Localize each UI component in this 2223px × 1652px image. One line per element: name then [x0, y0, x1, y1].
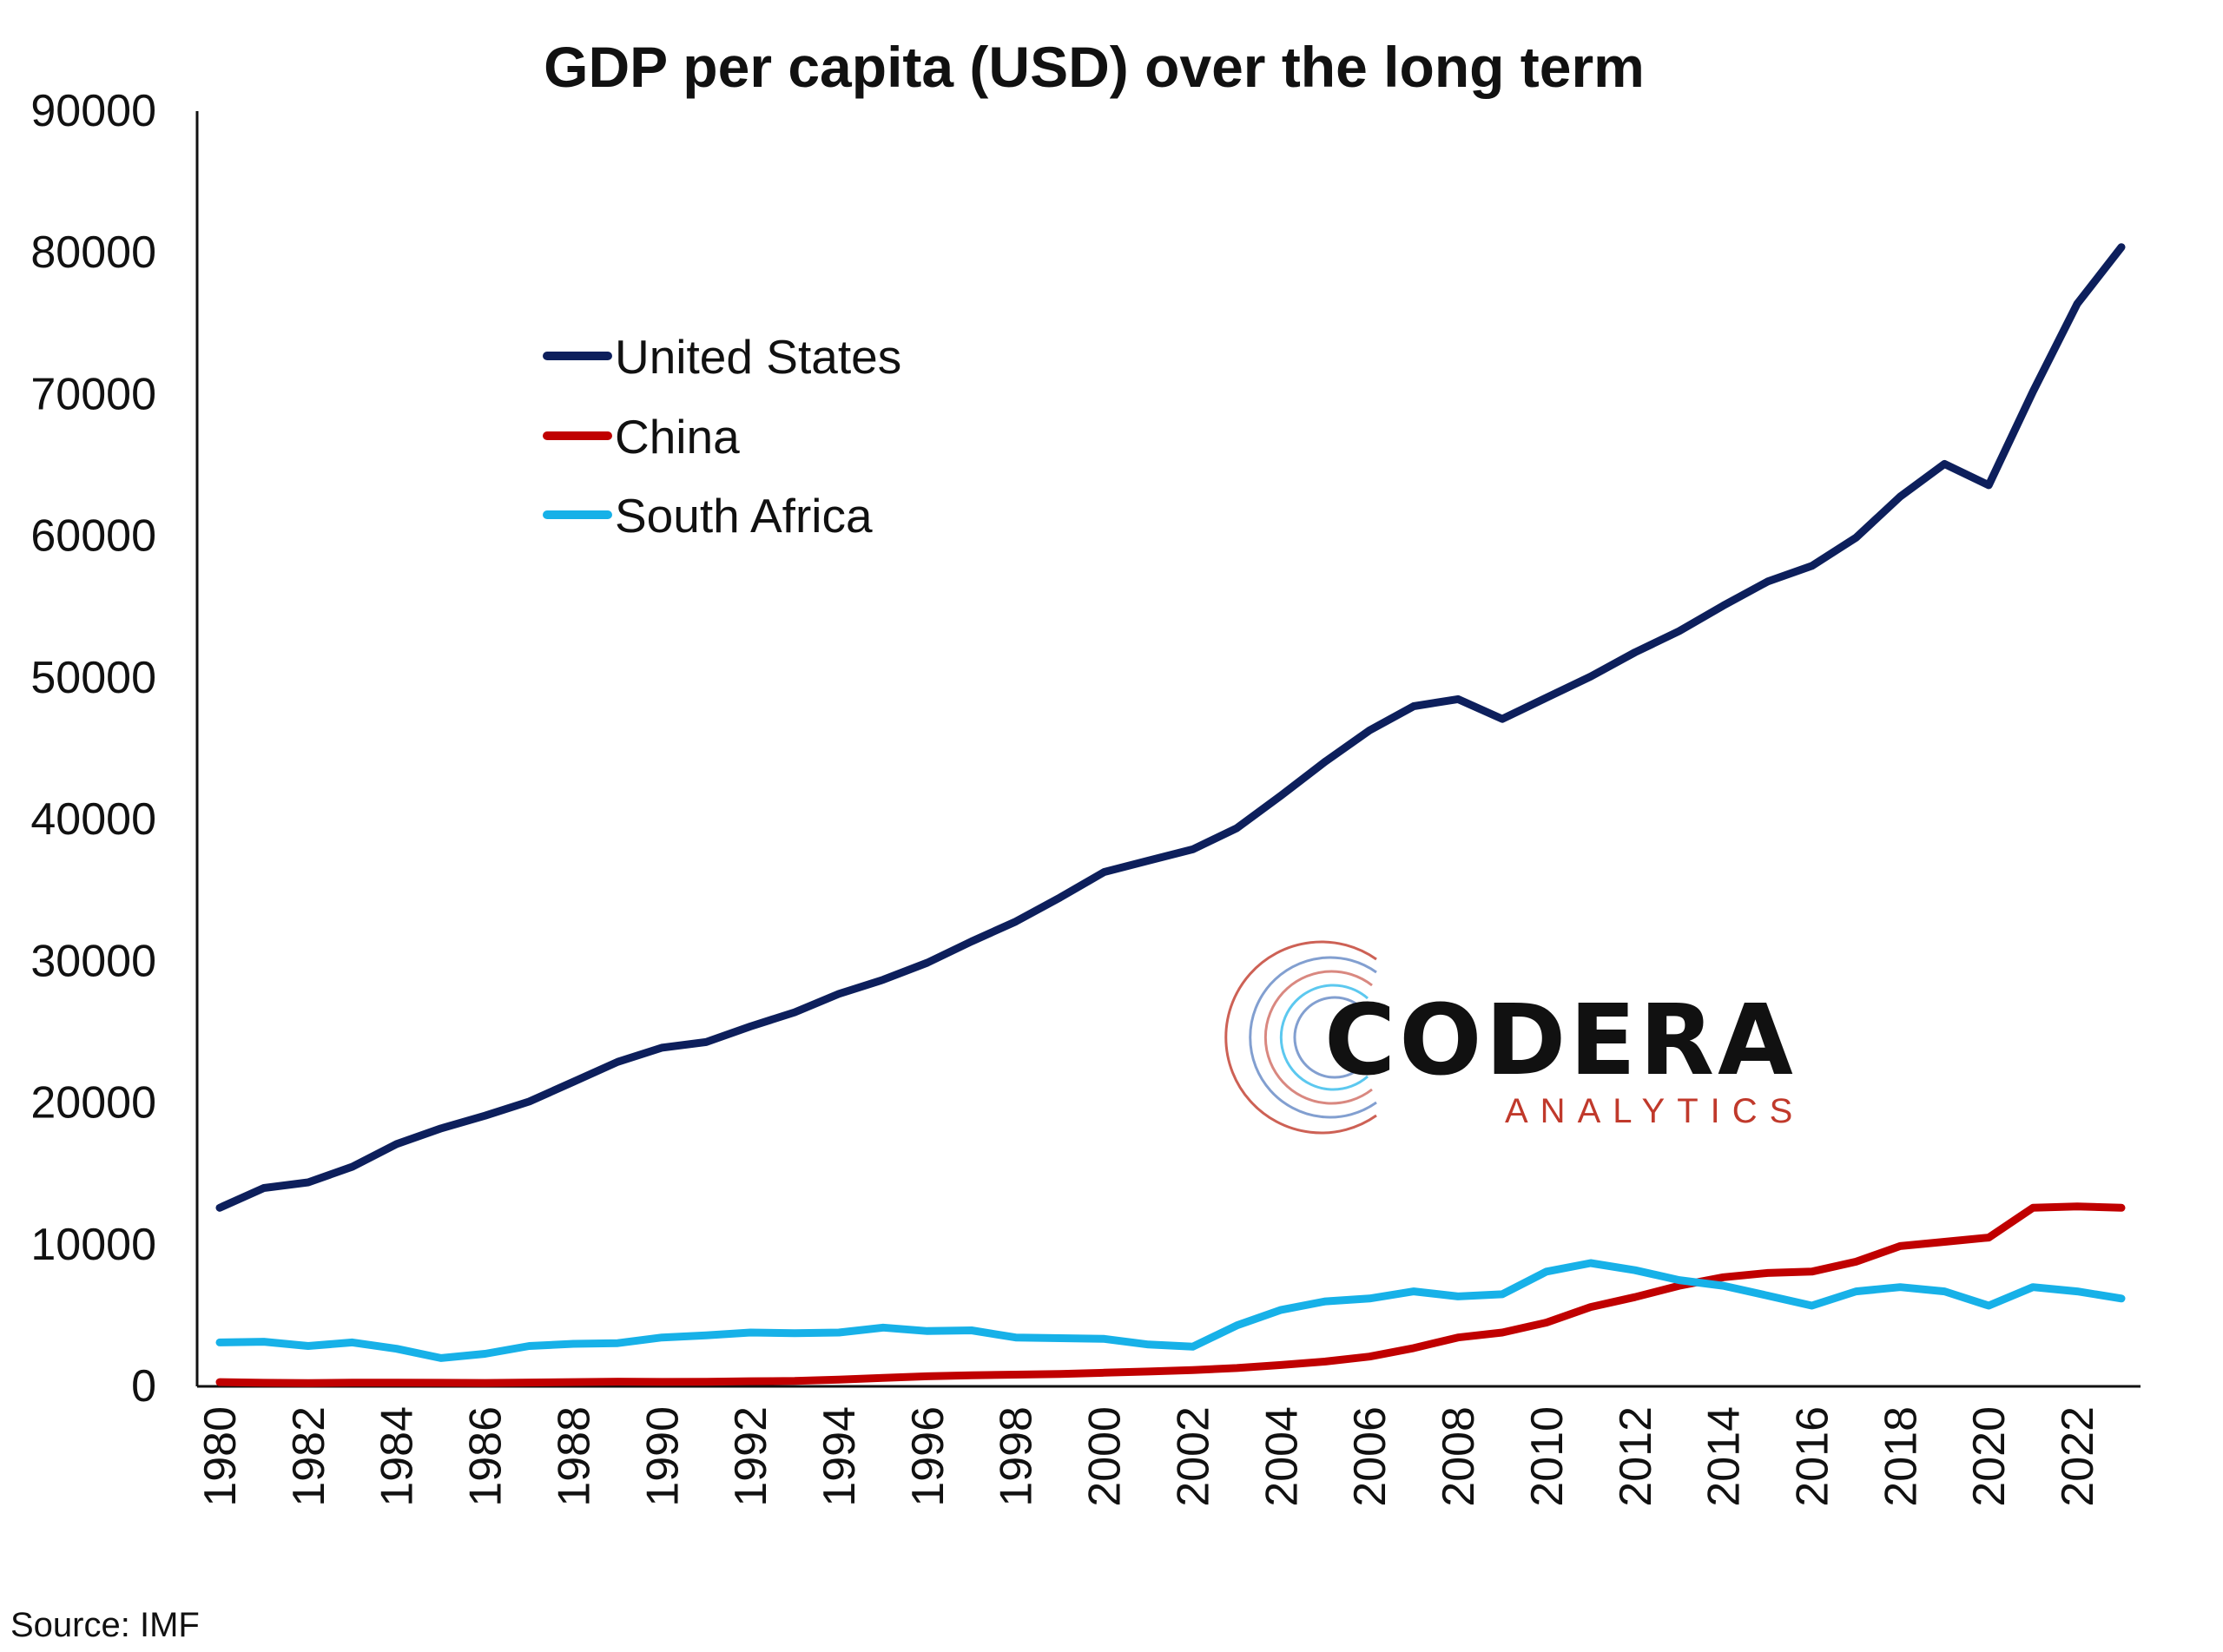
y-tick-label: 40000 — [30, 794, 156, 845]
y-tick-label: 30000 — [30, 936, 156, 986]
series-line-south-africa — [215, 1259, 2126, 1362]
x-tick-label: 1984 — [373, 1406, 423, 1507]
y-tick-labels: 0 10000 20000 30000 40000 50000 60000 70000 8000… — [30, 86, 156, 1412]
source-note: Source: IMF — [10, 1606, 200, 1644]
y-tick-label: 10000 — [30, 1220, 156, 1270]
x-tick-label: 2002 — [1168, 1406, 1218, 1507]
chart-title: GDP per capita (USD) over the long term — [544, 35, 1645, 99]
x-tick-label: 2022 — [2053, 1406, 2103, 1507]
legend-label-south-africa: South Africa — [615, 489, 873, 543]
logo-subtitle: ANALYTICS — [1505, 1092, 1804, 1130]
legend: United States China South Africa — [543, 330, 901, 543]
series-lines — [215, 243, 2126, 1387]
y-tick-label: 50000 — [30, 653, 156, 703]
x-tick-label: 2016 — [1787, 1406, 1837, 1507]
x-tick-label: 2008 — [1434, 1406, 1484, 1507]
x-tick-label: 2004 — [1257, 1406, 1307, 1507]
x-tick-label: 1998 — [992, 1406, 1042, 1507]
x-tick-label: 2020 — [1964, 1406, 2015, 1507]
y-tick-label: 0 — [131, 1361, 156, 1412]
codera-logo-mark-icon — [1224, 940, 1377, 1135]
x-tick-label: 1988 — [549, 1406, 599, 1507]
y-tick-label: 70000 — [30, 369, 156, 419]
x-tick-label: 1986 — [461, 1406, 511, 1507]
x-tick-labels: 1980 1982 1984 1986 1988 1990 1992 1994 1996 1998… — [195, 1406, 2103, 1507]
x-tick-label: 1994 — [815, 1406, 865, 1507]
legend-label-united-states: United States — [615, 330, 901, 384]
x-tick-label: 2006 — [1345, 1406, 1395, 1507]
legend-label-china: China — [615, 410, 740, 464]
x-tick-label: 1992 — [726, 1406, 776, 1507]
x-tick-label: 1990 — [637, 1406, 688, 1507]
x-tick-label: 1980 — [195, 1406, 246, 1507]
x-tick-label: 2012 — [1611, 1406, 1661, 1507]
x-tick-label: 2010 — [1522, 1406, 1573, 1507]
x-tick-label: 1996 — [903, 1406, 953, 1507]
x-tick-label: 2000 — [1080, 1406, 1131, 1507]
logo-wordmark: CODERA — [1324, 984, 1797, 1097]
x-tick-label: 1982 — [284, 1406, 334, 1507]
codera-logo: CODERA ANALYTICS — [1224, 940, 1804, 1135]
x-tick-label: 2014 — [1699, 1406, 1750, 1507]
series-line-china — [215, 1202, 2126, 1387]
y-tick-label: 60000 — [30, 511, 156, 562]
y-tick-label: 90000 — [30, 86, 156, 136]
series-line-united-states — [215, 243, 2126, 1212]
axes — [195, 111, 2141, 1388]
y-tick-label: 20000 — [30, 1078, 156, 1129]
x-tick-label: 2018 — [1876, 1406, 1926, 1507]
y-tick-label: 80000 — [30, 227, 156, 278]
